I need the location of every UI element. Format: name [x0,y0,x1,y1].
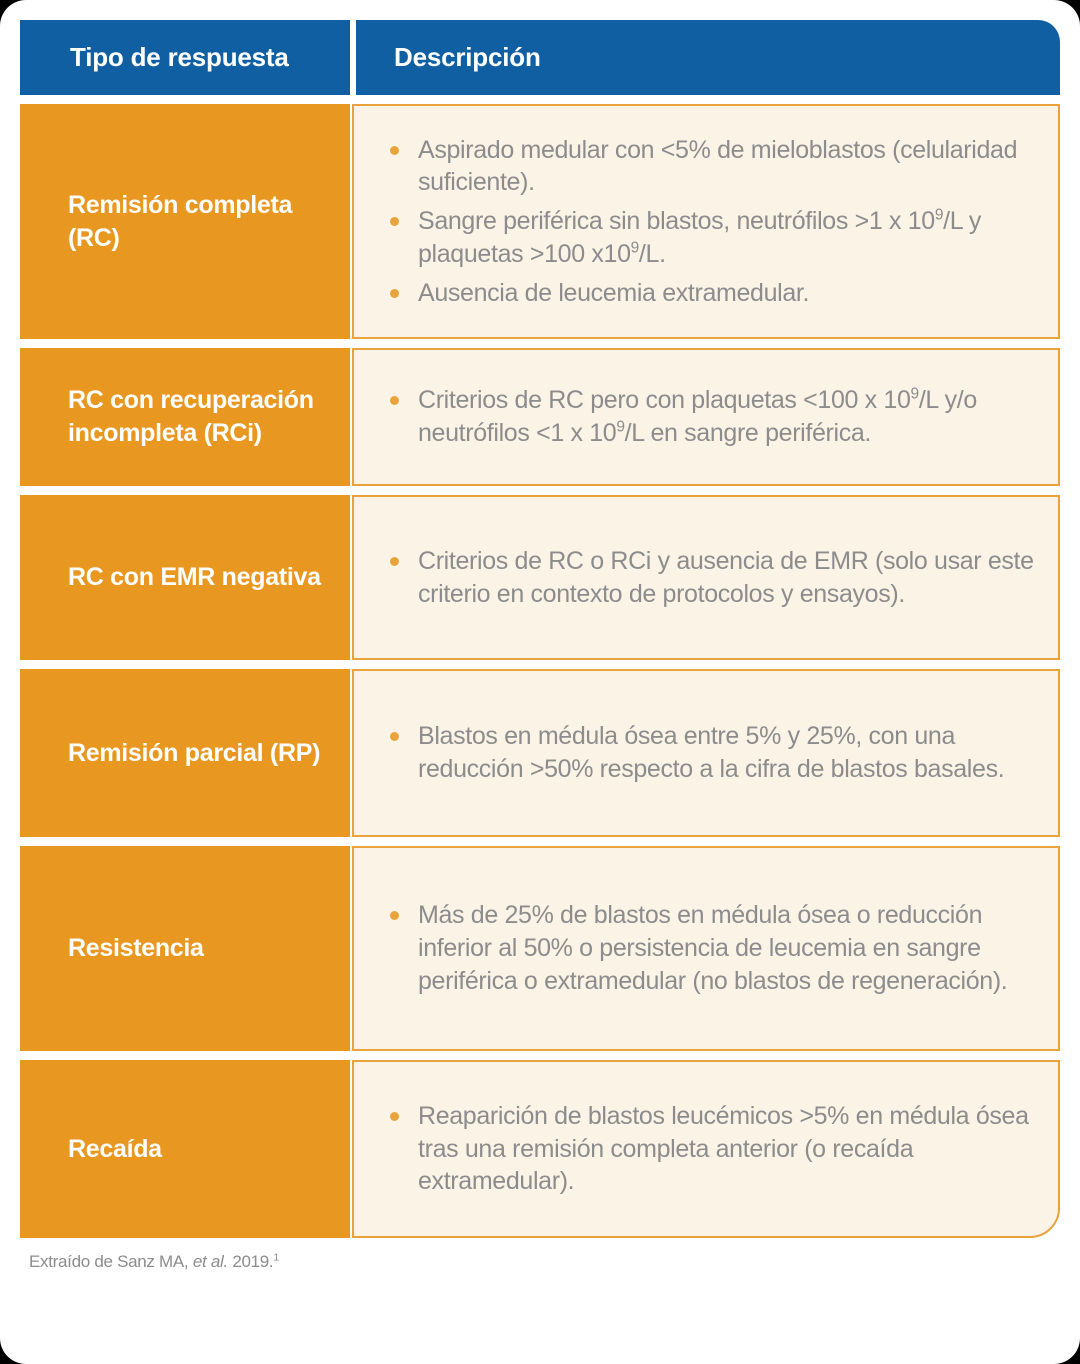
table-row: Resistencia Más de 25% de blastos en médu… [20,846,1060,1051]
footnote-suffix: 2019. [232,1252,274,1271]
response-type-label: Remisión parcial (RP) [68,738,321,767]
description-cell: Más de 25% de blastos en médula ósea o r… [352,846,1060,1051]
description-cell: Reaparición de blastos leucémicos >5% en… [352,1060,1060,1238]
table-row: Remisión parcial (RP) Blastos en médula ó… [20,669,1060,837]
description-bullet-item: Criterios de RC pero con plaquetas <100 … [384,384,1034,450]
footnote-prefix: Extraído de Sanz MA, [29,1252,189,1271]
description-cell: Criterios de RC pero con plaquetas <100 … [352,348,1060,486]
description-bullet-list: Criterios de RC o RCi y ausencia de EMR … [384,545,1034,611]
response-type-label-cell: RC con EMR negativa [20,495,350,660]
description-bullet-list: Más de 25% de blastos en médula ósea o r… [384,899,1034,997]
table-row: Remisión completa (RC) Aspirado medular c… [20,104,1060,339]
header-label-descripcion: Descripción [394,42,541,72]
footnote-italic: et al. [192,1252,228,1271]
response-type-label: Recaída [68,1134,162,1163]
description-bullet-item: Sangre periférica sin blastos, neutrófil… [384,205,1034,271]
source-footnote: Extraído de Sanz MA, et al. 2019.1 [20,1252,1060,1272]
description-bullet-item: Aspirado medular con <5% de mieloblastos… [384,134,1034,200]
response-type-label: Remisión completa (RC) [68,190,293,252]
description-bullet-list: Aspirado medular con <5% de mieloblastos… [384,134,1034,310]
response-type-label: Resistencia [68,934,204,962]
description-bullet-item: Blastos en médula ósea entre 5% y 25%, c… [384,720,1034,786]
table-body: Remisión completa (RC) Aspirado medular c… [20,104,1060,1238]
description-cell: Blastos en médula ósea entre 5% y 25%, c… [352,669,1060,837]
table-header-row: Tipo de respuesta Descripción [20,20,1060,95]
description-bullet-item: Más de 25% de blastos en médula ósea o r… [384,899,1034,997]
response-type-label-cell: Remisión parcial (RP) [20,669,350,837]
response-type-label-cell: Recaída [20,1060,350,1238]
description-bullet-list: Blastos en médula ósea entre 5% y 25%, c… [384,720,1034,786]
description-bullet-list: Reaparición de blastos leucémicos >5% en… [384,1100,1034,1198]
description-bullet-item: Reaparición de blastos leucémicos >5% en… [384,1100,1034,1198]
description-cell: Criterios de RC o RCi y ausencia de EMR … [352,495,1060,660]
response-type-label-cell: Remisión completa (RC) [20,104,350,339]
header-cell-descripcion: Descripción [356,20,1060,95]
table-row: Recaída Reaparición de blastos leucémicos… [20,1060,1060,1238]
description-bullet-item: Criterios de RC o RCi y ausencia de EMR … [384,545,1034,611]
response-type-label-cell: RC con recuperación incompleta (RCi) [20,348,350,486]
header-cell-tipo-de-respuesta: Tipo de respuesta [20,20,350,95]
description-bullet-list: Criterios de RC pero con plaquetas <100 … [384,384,1034,450]
description-bullet-item: Ausencia de leucemia extramedular. [384,277,1034,310]
response-type-label: RC con recuperación incompleta (RCi) [68,386,314,447]
response-type-label-cell: Resistencia [20,846,350,1051]
description-cell: Aspirado medular con <5% de mieloblastos… [352,104,1060,339]
table-row: RC con EMR negativa Criterios de RC o RCi… [20,495,1060,660]
response-type-label: RC con EMR negativa [68,563,321,591]
table-row: RC con recuperación incompleta (RCi) Crit… [20,348,1060,486]
footnote-reference-marker: 1 [273,1251,279,1264]
header-label-tipo-de-respuesta: Tipo de respuesta [70,42,289,72]
